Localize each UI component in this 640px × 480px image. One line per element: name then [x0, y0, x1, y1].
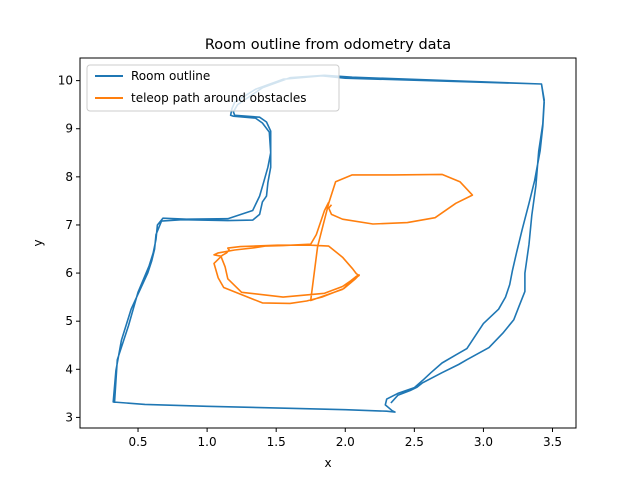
legend-label-room-outline: Room outline — [131, 69, 210, 83]
y-tick-label: 5 — [65, 314, 73, 328]
legend-frame — [86, 64, 340, 112]
y-tick-label: 8 — [65, 170, 73, 184]
x-axis-label: x — [324, 456, 331, 470]
x-tick-label: 1.5 — [267, 435, 286, 449]
series-line-1 — [213, 173, 474, 305]
series-line-0 — [112, 74, 546, 413]
y-tick-label: 10 — [58, 74, 73, 88]
y-tick-label: 4 — [65, 362, 73, 376]
legend-label-teleop-path: teleop path around obstacles — [131, 91, 307, 105]
series-layer — [112, 74, 546, 413]
y-tick-label: 9 — [65, 122, 73, 136]
x-tick-label: 0.5 — [128, 435, 147, 449]
x-axis: 0.5 1.0 1.5 2.0 2.5 3.0 3.5 — [128, 428, 562, 449]
y-tick-label: 6 — [65, 266, 73, 280]
y-tick-label: 7 — [65, 218, 73, 232]
x-tick-label: 1.0 — [198, 435, 217, 449]
x-tick-label: 2.5 — [405, 435, 424, 449]
y-axis: 3 4 5 6 7 8 9 10 — [58, 74, 80, 424]
chart-title: Room outline from odometry data — [205, 37, 451, 53]
plot-area — [79, 57, 577, 429]
legend: Room outline teleop path around obstacle… — [86, 64, 340, 112]
x-tick-label: 3.0 — [474, 435, 493, 449]
y-axis-label: y — [31, 239, 45, 246]
x-tick-label: 3.5 — [543, 435, 562, 449]
y-tick-label: 3 — [65, 410, 73, 424]
x-tick-label: 2.0 — [336, 435, 355, 449]
